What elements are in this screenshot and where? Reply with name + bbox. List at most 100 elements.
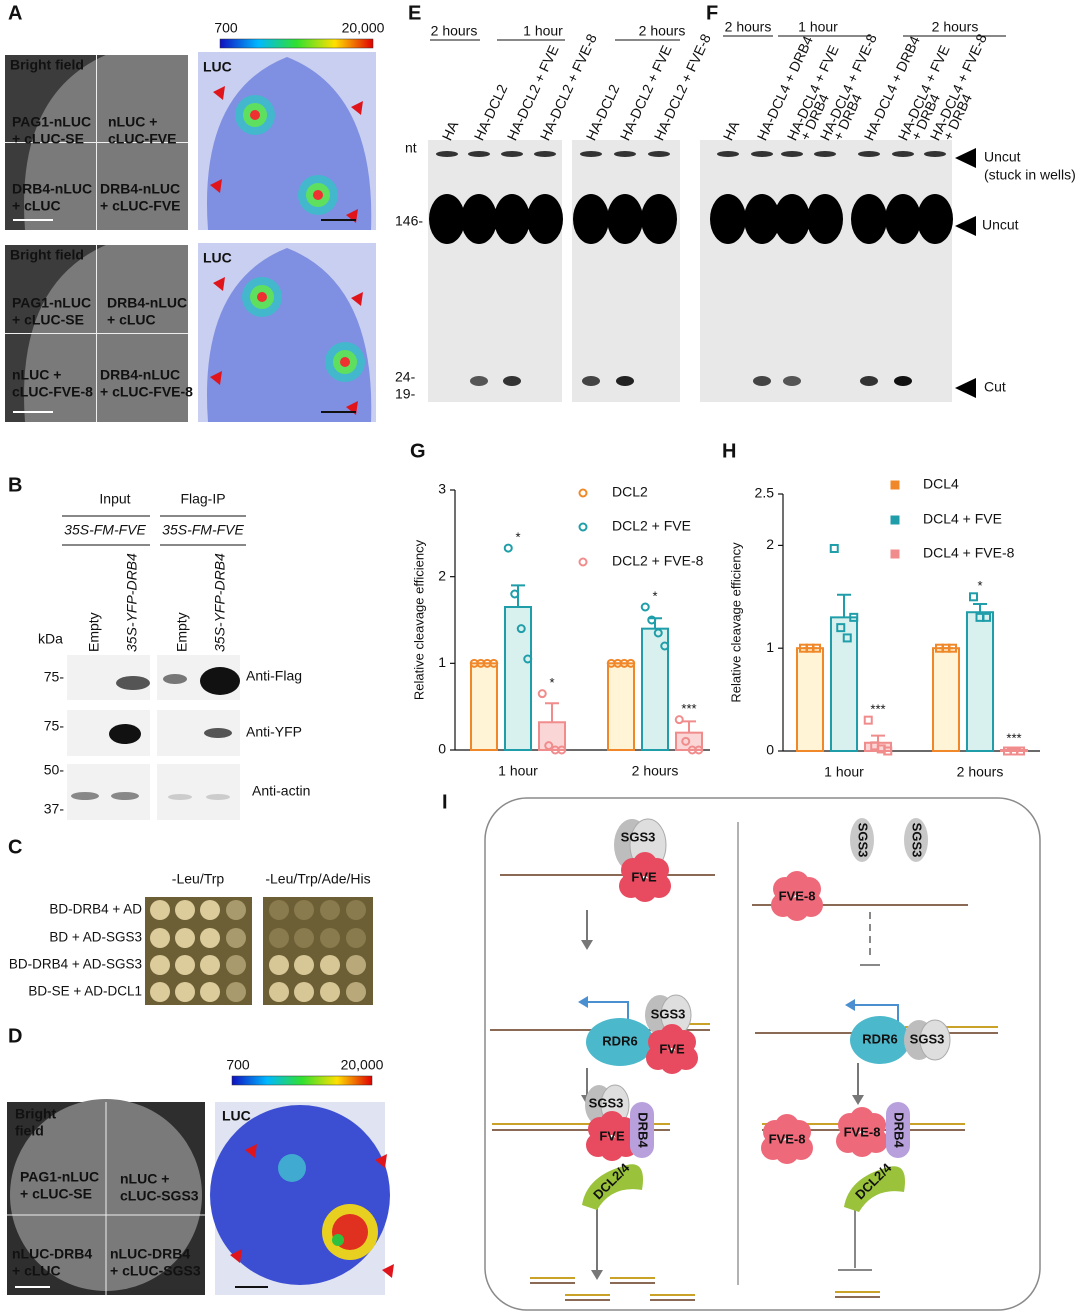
data-point [510,589,520,599]
colony [200,900,220,920]
blob [774,194,810,244]
y-tick-label: 0 [766,742,774,758]
colony [294,982,314,1002]
colorbar-max: 20,000 [342,20,385,36]
data-point [969,592,978,602]
x-tick-label: 2 hours [632,763,679,779]
bar [966,611,994,752]
dcl-shape [844,1166,905,1212]
lane-label: Empty [174,612,190,652]
legend-label: DCL2 [612,484,648,500]
antibody-label: Anti-YFP [246,724,302,740]
blob [919,1019,951,1061]
construct-label: cLUC-FVE [108,131,176,147]
construct-label: + cLUC-FVE [100,198,181,214]
transcription-arrow [852,1004,899,1022]
component-label: DRB4 [636,1112,651,1148]
bright-field-label: field [15,1123,44,1139]
data-point [647,615,657,625]
drb4-shape [886,1102,910,1158]
time-header: 2 hours [725,19,772,35]
rdr6-shape [850,1016,910,1064]
bright-field-label: Bright field [10,57,84,73]
spot [600,1111,624,1135]
component-label: SGS3 [910,823,925,858]
data-point [626,658,636,668]
kda-marker: 37- [44,801,65,817]
arrowhead [578,996,588,1008]
component-label: SGS3 [856,823,871,858]
significance: *** [1006,730,1021,745]
arrowhead [955,378,976,398]
bar [932,647,960,753]
error-bar [837,593,851,618]
band-label: Uncut [982,217,1019,233]
lane-label: 35S-YFP-DRB4 [124,553,140,652]
data-point [836,623,846,633]
diagram-frame [484,797,1041,1311]
blot [67,764,150,820]
arrowhead [213,277,225,291]
significance: * [515,530,520,545]
construct-label: cLUC-FVE-8 [12,384,93,400]
row-label: BD + AD-SGS3 [49,930,142,945]
error-bar [545,702,559,723]
arrowhead [245,1144,257,1158]
data-point [653,628,663,638]
row-label: BD-SE + AD-DCL1 [28,984,142,999]
panel-letter: C [8,836,22,858]
component-label: RDR6 [602,1033,637,1048]
blob [894,376,912,386]
spot [775,1114,799,1138]
significance: *** [870,702,885,717]
band-label: (stuck in wells) [984,167,1076,183]
legend-label: DCL4 + FVE-8 [923,545,1015,561]
colony [269,955,289,975]
lane-label: 35S-YFP-DRB4 [212,553,228,652]
gel [700,140,952,402]
y-tick-label: 2 [766,536,774,552]
spot [785,897,809,921]
construct-label: nLUC-DRB4 [110,1246,190,1262]
spot [850,1107,874,1131]
medium-label: -Leu/Trp [172,871,225,887]
blob [892,151,914,157]
lane-label: Empty [86,612,102,652]
arrowhead [852,1095,864,1105]
blob [503,376,521,386]
data-point [660,641,670,651]
legend-marker [578,557,588,567]
blot [157,764,240,820]
panel-letter: A [8,2,22,24]
time-header: 2 hours [932,19,979,35]
blob [751,151,773,157]
blob [616,376,634,386]
blob [851,194,887,244]
blob [527,194,563,244]
data-point [812,643,821,653]
colony [269,928,289,948]
blob [580,151,602,157]
bar [470,662,498,751]
arrowhead [351,101,363,115]
sgs3-shape [904,818,928,862]
bright-field-label: Bright field [10,247,84,263]
y-tick-label: 2 [438,567,446,583]
colony [226,900,246,920]
data-point [694,745,704,755]
blob [781,151,803,157]
panel-letter: D [8,1025,22,1047]
data-point [829,543,839,553]
blob [494,194,530,244]
colony [346,955,366,975]
y-tick-label: 3 [438,481,446,497]
y-tick-label: 1 [438,654,446,670]
blob [641,194,677,244]
blob [111,792,139,800]
blob [206,794,230,800]
data-point [516,624,526,634]
construct-label: DRB4-nLUC [12,181,92,197]
legend-marker [890,480,900,490]
group-label: Flag-IP [180,491,225,507]
kda-label: kDa [38,631,63,647]
